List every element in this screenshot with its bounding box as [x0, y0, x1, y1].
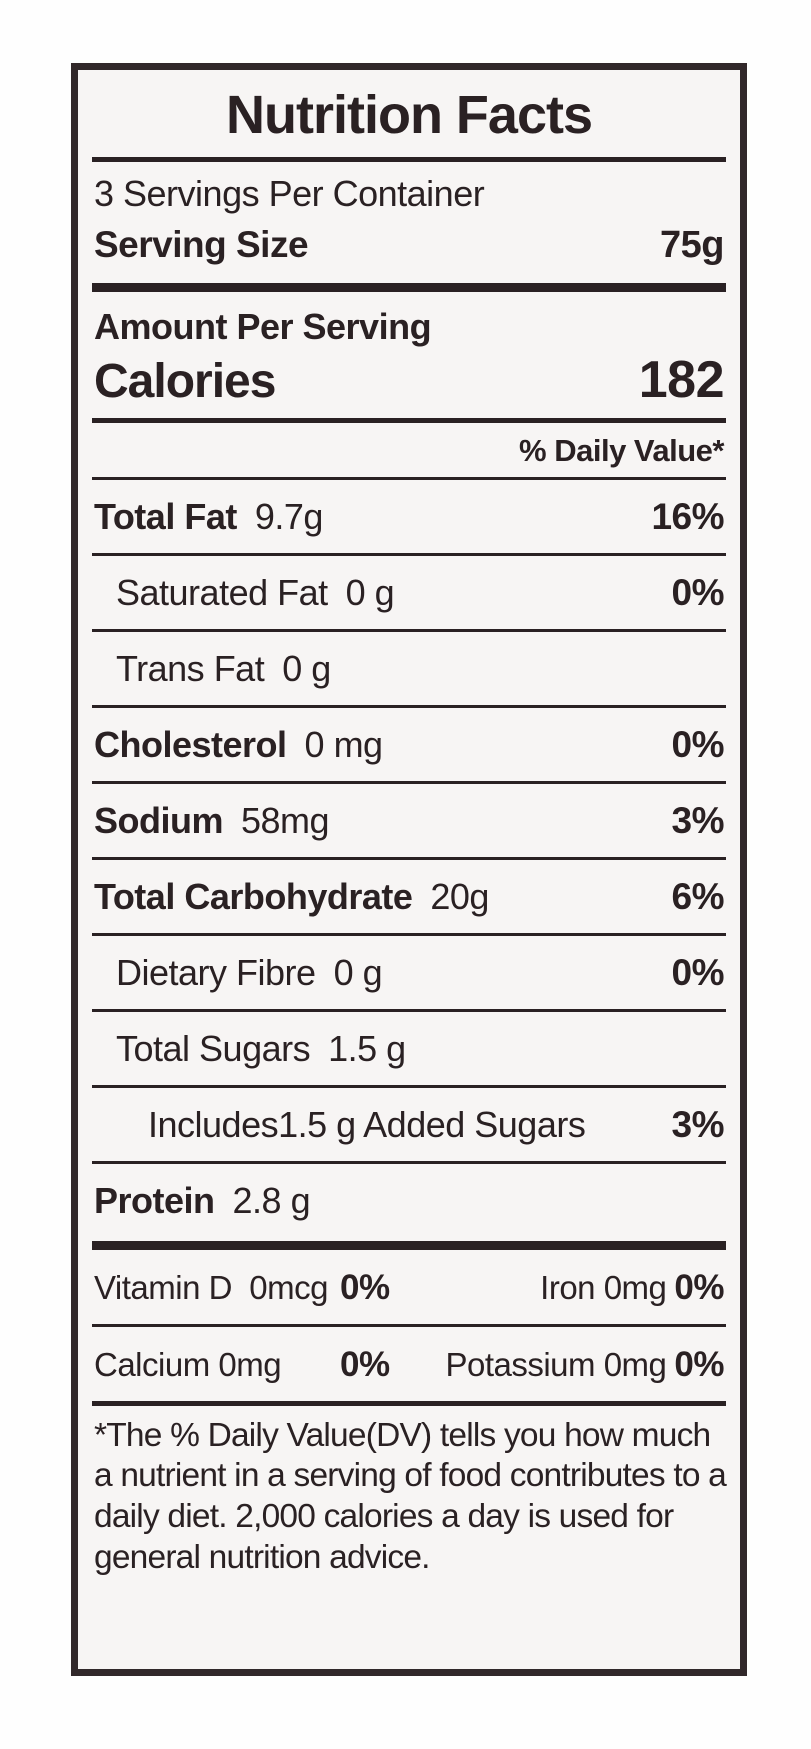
nutrient-row-sodium: Sodium 58mg 3% — [92, 780, 726, 857]
vitamin-d-pair: Vitamin D 0mcg — [94, 1269, 332, 1307]
divider-under-calories — [92, 417, 726, 423]
nutrient-row-dietary-fibre: Dietary Fibre 0 g 0% — [92, 932, 726, 1009]
micronutrient-name: Calcium — [94, 1345, 210, 1383]
nutrient-row-protein: Protein 2.8 g — [92, 1160, 726, 1237]
nutrient-amount: 0 mg — [304, 723, 384, 765]
micronutrient-row-calcium-potassium: Calcium 0mg 0% Potassium 0mg 0% — [92, 1323, 726, 1401]
nutrient-daily-value: 3% — [671, 799, 725, 841]
nutrient-row-saturated-fat: Saturated Fat 0 g 0% — [92, 552, 726, 629]
calcium-pair: Calcium 0mg — [94, 1346, 332, 1384]
daily-value-header: % Daily Value* — [519, 432, 724, 468]
calories-value: 182 — [638, 350, 725, 409]
micronutrient-daily-value: 0% — [340, 1344, 390, 1384]
nutrient-amount: 2.8 g — [232, 1179, 311, 1221]
nutrient-amount: 9.7g — [254, 495, 324, 537]
nutrient-amount: 20g — [430, 875, 489, 917]
nutrient-amount: 1.5 g — [328, 1027, 406, 1069]
nutrient-name: Dietary Fibre — [116, 951, 316, 993]
nutrient-name: Saturated Fat — [116, 571, 328, 613]
micronutrient-name: Vitamin D — [94, 1268, 232, 1306]
label-title: Nutrition Facts — [225, 85, 593, 145]
serving-size-label: Serving Size — [94, 223, 309, 265]
nutrient-row-total-sugars: Total Sugars 1.5 g — [92, 1008, 726, 1085]
micronutrient-daily-value: 0% — [674, 1344, 724, 1384]
nutrient-amount: 58mg — [241, 799, 330, 841]
potassium-group: Potassium 0mg 0% — [445, 1345, 724, 1385]
serving-size-value: 75g — [660, 223, 724, 266]
nutrient-name: Total Carbohydrate — [94, 875, 413, 917]
nutrient-daily-value: 0% — [671, 723, 725, 765]
nutrient-daily-value: 0% — [671, 571, 725, 613]
micronutrient-amount: 0mg — [603, 1268, 667, 1306]
nutrition-facts-label: Nutrition Facts 3 Servings Per Container… — [71, 63, 747, 1676]
servings-per-container: 3 Servings Per Container — [94, 173, 485, 215]
calories-label: Calories — [94, 354, 276, 408]
amount-per-serving-label: Amount Per Serving — [94, 305, 432, 347]
potassium-pair: Potassium 0mg — [445, 1346, 666, 1384]
divider-under-title — [92, 157, 726, 163]
nutrient-name: Sodium — [94, 799, 224, 841]
nutrient-amount: 0 g — [345, 571, 395, 613]
iron-group: Iron 0mg 0% — [540, 1268, 724, 1308]
nutrient-name: Cholesterol — [94, 723, 287, 765]
micronutrient-row-vitamin-d-iron: Vitamin D 0mcg 0% Iron 0mg 0% — [92, 1250, 726, 1324]
nutrient-name: Total Sugars — [116, 1027, 311, 1069]
nutrient-name: Includes1.5 g Added Sugars — [148, 1103, 586, 1145]
micronutrient-daily-value: 0% — [340, 1267, 390, 1307]
nutrient-name: Trans Fat — [116, 647, 265, 689]
micronutrient-amount: 0mg — [218, 1345, 282, 1383]
nutrient-name: Total Fat — [94, 495, 237, 537]
thick-divider-micronutrients — [92, 1240, 726, 1250]
nutrient-row-added-sugars: Includes1.5 g Added Sugars 3% — [92, 1084, 726, 1161]
micronutrient-name: Potassium — [445, 1345, 596, 1383]
nutrient-daily-value: 6% — [671, 875, 725, 917]
micronutrient-daily-value: 0% — [674, 1267, 724, 1307]
nutrient-row-cholesterol: Cholesterol 0 mg 0% — [92, 704, 726, 781]
vitamin-d-group: Vitamin D 0mcg 0% — [94, 1268, 390, 1308]
calories-row: Calories 182 — [92, 348, 726, 418]
divider-above-footnote — [92, 1400, 726, 1406]
iron-pair: Iron 0mg — [540, 1268, 667, 1307]
calcium-group: Calcium 0mg 0% — [94, 1345, 390, 1385]
thick-divider-top — [92, 282, 726, 292]
micronutrient-name: Iron — [540, 1268, 596, 1306]
nutrient-daily-value: 0% — [671, 951, 725, 993]
micronutrient-amount: 0mg — [603, 1345, 667, 1383]
serving-size-row: Serving Size 75g — [92, 218, 726, 279]
micronutrient-amount: 0mcg — [249, 1268, 328, 1306]
nutrient-row-total-carbohydrate: Total Carbohydrate 20g 6% — [92, 856, 726, 933]
daily-value-footnote: *The % Daily Value(DV) tells you how muc… — [94, 1416, 727, 1577]
nutrient-row-total-fat: Total Fat 9.7g 16% — [92, 476, 726, 553]
nutrient-amount: 0 g — [333, 951, 383, 993]
nutrient-row-trans-fat: Trans Fat 0 g — [92, 628, 726, 705]
nutrient-daily-value: 3% — [671, 1103, 725, 1145]
nutrient-name: Protein — [94, 1179, 215, 1221]
nutrient-daily-value: 16% — [651, 495, 724, 537]
nutrient-amount: 0 g — [282, 647, 331, 689]
